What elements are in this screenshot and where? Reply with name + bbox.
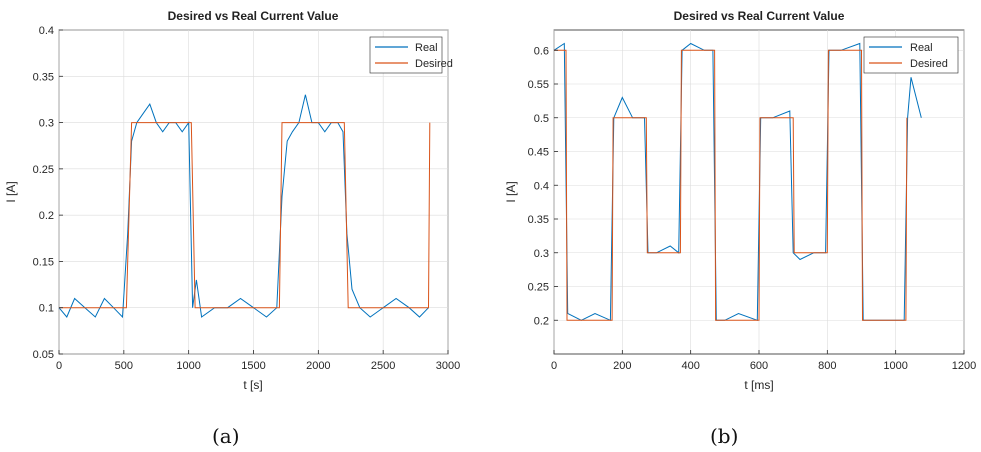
chart-b-x-tick-label: 0 xyxy=(551,360,557,372)
chart-a-legend-real: Real xyxy=(415,42,438,54)
chart-b-y-tick-label: 0.3 xyxy=(534,248,549,260)
chart-a-y-tick-label: 0.35 xyxy=(33,71,54,83)
chart-a: Desired vs Real Current Value 0 500 1000 15… xyxy=(4,9,460,392)
chart-a-x-label: t [s] xyxy=(243,378,262,392)
chart-a-x-ticks: 0 500 1000 1500 2000 2500 3000 xyxy=(56,350,460,372)
chart-a-y-label: I [A] xyxy=(4,181,18,202)
chart-b-x-tick-label: 800 xyxy=(818,360,836,372)
chart-b-y-label: I [A] xyxy=(504,181,518,202)
caption-b: (b) xyxy=(710,424,739,448)
chart-a-x-tick-label: 500 xyxy=(115,360,133,372)
chart-a-y-tick-label: 0.05 xyxy=(33,349,54,361)
chart-a-legend-desired: Desired xyxy=(415,58,453,70)
chart-b-legend-real: Real xyxy=(910,42,933,54)
chart-a-title: Desired vs Real Current Value xyxy=(168,9,339,23)
chart-b-legend-desired: Desired xyxy=(910,58,948,70)
chart-b-y-tick-label: 0.35 xyxy=(528,214,549,226)
chart-a-y-tick-label: 0.3 xyxy=(39,118,54,130)
chart-a-x-tick-label: 0 xyxy=(56,360,62,372)
chart-a-y-tick-label: 0.25 xyxy=(33,164,54,176)
chart-a-series-desired-line xyxy=(59,122,431,309)
chart-a-series-real-line xyxy=(58,94,429,319)
chart-b-y-tick-label: 0.25 xyxy=(528,282,549,294)
chart-b-x-tick-label: 600 xyxy=(750,360,768,372)
chart-b-x-label: t [ms] xyxy=(744,378,773,392)
chart-a-x-tick-label: 2000 xyxy=(306,360,330,372)
chart-b-x-tick-label: 200 xyxy=(613,360,631,372)
chart-b-y-tick-label: 0.2 xyxy=(534,315,549,327)
chart-a-y-tick-label: 0.4 xyxy=(39,25,54,37)
chart-a-y-tick-label: 0.2 xyxy=(39,210,54,222)
chart-a-y-ticks: 0.05 0.1 0.15 0.2 0.25 0.3 0.35 0.4 xyxy=(33,25,63,361)
chart-b-y-ticks: 0.2 0.25 0.3 0.35 0.4 0.45 0.5 0.55 0.6 xyxy=(528,45,558,327)
chart-b-y-tick-label: 0.4 xyxy=(534,180,549,192)
chart-a-x-tick-label: 2500 xyxy=(371,360,395,372)
chart-b-x-ticks: 0 200 400 600 800 1000 1200 xyxy=(551,350,976,372)
chart-b-x-tick-label: 1000 xyxy=(883,360,907,372)
chart-b-title: Desired vs Real Current Value xyxy=(674,9,845,23)
chart-b-y-tick-label: 0.55 xyxy=(528,79,549,91)
chart-b-series-desired-line xyxy=(554,49,908,321)
chart-b-series xyxy=(553,42,922,322)
chart-b-legend-box xyxy=(863,36,959,74)
chart-b-y-tick-label: 0.45 xyxy=(528,147,549,159)
chart-b-x-tick-label: 1200 xyxy=(952,360,976,372)
chart-a-x-tick-label: 3000 xyxy=(436,360,460,372)
chart-b: Desired vs Real Current Value 0 200 400 600… xyxy=(504,9,976,392)
chart-a-y-tick-label: 0.15 xyxy=(33,256,54,268)
chart-b-x-tick-label: 400 xyxy=(681,360,699,372)
chart-b-y-tick-label: 0.5 xyxy=(534,113,549,125)
chart-a-legend-box xyxy=(369,36,443,74)
chart-a-x-tick-label: 1500 xyxy=(241,360,265,372)
chart-b-legend: Real Desired xyxy=(863,36,959,74)
chart-a-y-tick-label: 0.1 xyxy=(39,303,54,315)
caption-a: (a) xyxy=(212,424,240,448)
chart-a-x-tick-label: 1000 xyxy=(176,360,200,372)
chart-b-y-tick-label: 0.6 xyxy=(534,45,549,57)
chart-a-legend: Real Desired xyxy=(369,36,453,74)
chart-a-series xyxy=(58,94,431,319)
